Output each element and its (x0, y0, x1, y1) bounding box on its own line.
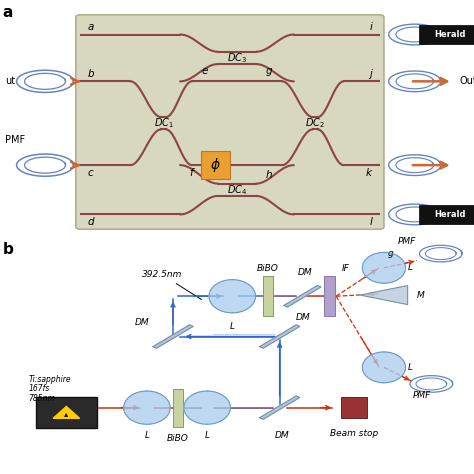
Text: L: L (145, 431, 149, 440)
Text: L: L (408, 264, 413, 272)
Text: PMF: PMF (412, 392, 431, 400)
Bar (341, 397, 367, 418)
Polygon shape (284, 285, 321, 307)
Text: PMF: PMF (5, 136, 25, 146)
Text: $\phi$: $\phi$ (210, 156, 221, 174)
Text: L: L (408, 363, 413, 372)
Text: Outp: Outp (460, 76, 474, 86)
Text: L: L (205, 431, 210, 440)
Text: $\blacktriangle$: $\blacktriangle$ (63, 410, 70, 419)
Text: ut: ut (5, 76, 15, 86)
Bar (323, 276, 336, 317)
Text: $DC_4$: $DC_4$ (227, 183, 247, 197)
Polygon shape (363, 352, 405, 383)
Text: l: l (369, 217, 372, 227)
Bar (173, 389, 183, 427)
FancyBboxPatch shape (201, 151, 230, 180)
Polygon shape (363, 252, 405, 283)
Text: IF: IF (341, 264, 349, 273)
Text: j: j (369, 69, 372, 79)
Text: Beam stop: Beam stop (330, 429, 378, 438)
Text: f: f (190, 167, 193, 178)
Bar (263, 276, 273, 317)
Text: Herald: Herald (435, 210, 466, 219)
Text: c: c (88, 167, 93, 178)
Text: $DC_1$: $DC_1$ (154, 116, 173, 130)
Text: e: e (201, 66, 208, 76)
Polygon shape (53, 407, 80, 419)
Polygon shape (153, 325, 193, 348)
Text: PMF: PMF (398, 237, 417, 246)
FancyBboxPatch shape (36, 397, 97, 428)
FancyBboxPatch shape (76, 15, 384, 229)
Text: b: b (88, 69, 94, 79)
Text: i: i (369, 22, 372, 32)
Text: Ti:sapphire: Ti:sapphire (28, 375, 71, 384)
Text: DM: DM (135, 318, 150, 327)
Polygon shape (260, 396, 300, 419)
Polygon shape (260, 325, 300, 348)
Text: a: a (2, 5, 13, 20)
Text: g: g (388, 249, 393, 258)
Text: DM: DM (275, 431, 289, 440)
Text: 785nm: 785nm (28, 394, 55, 403)
Text: BiBO: BiBO (167, 434, 189, 443)
Polygon shape (360, 285, 408, 305)
Text: DM: DM (298, 268, 312, 277)
FancyBboxPatch shape (419, 205, 474, 224)
Text: b: b (2, 242, 13, 257)
Text: DM: DM (296, 313, 311, 322)
Polygon shape (184, 391, 230, 424)
Text: BiBO: BiBO (257, 264, 279, 273)
Text: g: g (266, 66, 273, 76)
Text: 167fs: 167fs (28, 384, 50, 393)
Text: a: a (88, 22, 94, 32)
Polygon shape (209, 280, 255, 313)
Text: Herald: Herald (435, 30, 466, 39)
FancyBboxPatch shape (419, 25, 474, 45)
Text: M: M (417, 291, 425, 300)
Text: $DC_3$: $DC_3$ (227, 51, 247, 65)
Text: h: h (266, 170, 273, 180)
Text: 392.5nm: 392.5nm (142, 270, 201, 300)
Text: L: L (230, 322, 235, 331)
Polygon shape (124, 391, 170, 424)
Text: k: k (366, 167, 372, 178)
Text: $DC_2$: $DC_2$ (305, 116, 325, 130)
Text: d: d (88, 217, 94, 227)
